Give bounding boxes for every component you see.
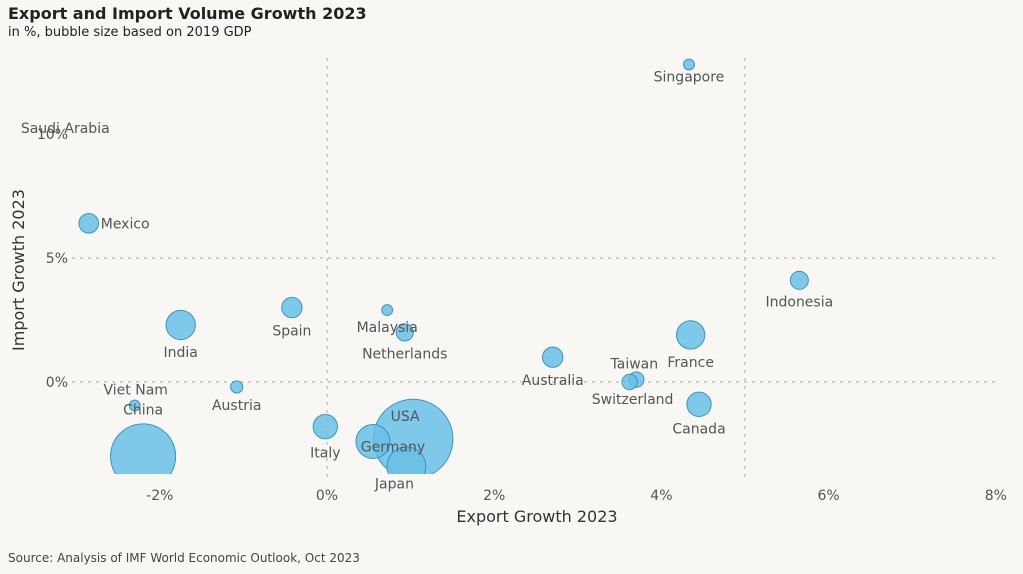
label-viet-nam: Viet Nam bbox=[104, 383, 168, 399]
label-malaysia: Malaysia bbox=[357, 320, 418, 336]
bubble-austria[interactable] bbox=[230, 380, 244, 394]
label-india: India bbox=[164, 345, 198, 361]
bubble-india[interactable] bbox=[165, 309, 196, 341]
bubble-mexico[interactable] bbox=[78, 212, 100, 234]
label-switzerland: Switzerland bbox=[592, 392, 674, 408]
bubble-spain[interactable] bbox=[281, 296, 303, 319]
chart-title: Export and Import Volume Growth 2023 bbox=[8, 4, 367, 23]
bubble-france[interactable] bbox=[676, 320, 706, 350]
label-indonesia: Indonesia bbox=[765, 294, 833, 310]
label-canada: Canada bbox=[672, 421, 725, 437]
x-tick-label: 8% bbox=[985, 488, 1007, 504]
y-axis-label: Import Growth 2023 bbox=[9, 189, 28, 351]
label-saudi-arabia: Saudi Arabia bbox=[21, 121, 110, 137]
bubble-china[interactable] bbox=[110, 423, 177, 489]
x-tick-label: 6% bbox=[817, 488, 839, 504]
x-tick-label: 4% bbox=[650, 488, 672, 504]
bubble-switzerland[interactable] bbox=[621, 373, 638, 391]
label-austria: Austria bbox=[212, 398, 261, 414]
x-tick-label: 2% bbox=[483, 488, 505, 504]
bubble-singapore[interactable] bbox=[683, 58, 695, 71]
label-spain: Spain bbox=[272, 324, 311, 340]
label-taiwan: Taiwan bbox=[610, 357, 659, 373]
bubbles bbox=[78, 58, 809, 489]
bubble-malaysia[interactable] bbox=[381, 304, 394, 317]
label-singapore: Singapore bbox=[654, 70, 725, 86]
y-tick-label: 5% bbox=[46, 251, 68, 267]
bubble-australia[interactable] bbox=[542, 346, 564, 368]
x-axis-label: Export Growth 2023 bbox=[456, 507, 617, 526]
y-tick-label: 0% bbox=[46, 375, 68, 391]
bubble-italy[interactable] bbox=[312, 413, 338, 440]
x-tick-label: -2% bbox=[146, 488, 173, 504]
bubble-indonesia[interactable] bbox=[789, 270, 809, 290]
axis-ticks: -2% 0% 2% 4% 6% 8% 0% 5% 10% bbox=[37, 127, 1007, 504]
x-tick-label: 0% bbox=[316, 488, 338, 504]
label-germany: Germany bbox=[361, 440, 425, 456]
label-netherlands: Netherlands bbox=[362, 346, 447, 362]
label-mexico: Mexico bbox=[101, 216, 150, 232]
label-australia: Australia bbox=[522, 373, 584, 389]
y-tick-label: 10% bbox=[37, 127, 68, 143]
bubble-labels: Singapore Saudi Arabia Mexico Indonesia Spai… bbox=[21, 70, 833, 493]
label-china: China bbox=[123, 402, 163, 418]
label-japan: Japan bbox=[374, 476, 414, 492]
bubble-canada[interactable] bbox=[686, 391, 712, 417]
label-usa: USA bbox=[391, 409, 420, 425]
bubble-viet-nam[interactable] bbox=[128, 399, 141, 412]
label-italy: Italy bbox=[310, 446, 340, 462]
source-note: Source: Analysis of IMF World Economic O… bbox=[8, 551, 360, 565]
bubble-germany[interactable] bbox=[355, 424, 391, 460]
bubble-japan[interactable] bbox=[386, 446, 427, 486]
label-france: France bbox=[667, 355, 714, 371]
bubble-netherlands[interactable] bbox=[395, 323, 414, 342]
grid-lines bbox=[72, 58, 1000, 478]
chart-subtitle: in %, bubble size based on 2019 GDP bbox=[8, 25, 252, 40]
